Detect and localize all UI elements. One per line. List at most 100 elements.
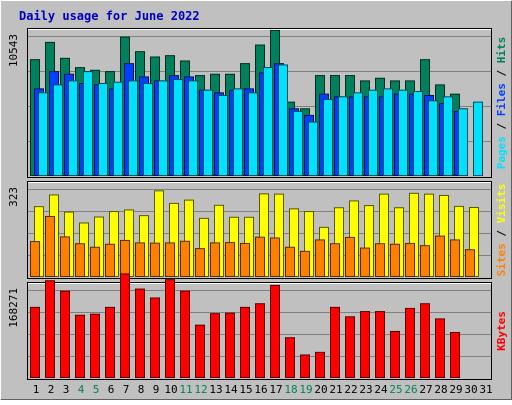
day-label-10: 10: [164, 383, 177, 396]
bar-sites-day-26: [405, 242, 415, 278]
bar-pages-day-13: [218, 94, 228, 176]
bar-pages-day-29: [458, 108, 468, 176]
day-label-16: 16: [254, 383, 267, 396]
bar-kbytes-day-25: [390, 330, 400, 379]
legend-part-5: Hits: [495, 37, 508, 64]
day-label-5: 5: [93, 383, 100, 396]
day-label-12: 12: [194, 383, 207, 396]
bar-sites-day-30: [465, 249, 475, 277]
bar-kbytes-day-23: [360, 311, 370, 378]
day-labels: 1 2 3 4 5 6 7 8 9 10 11 12 13 14 15 16 17 18 19 20 21 22 23 24 2…: [33, 383, 493, 396]
bar-sites-day-24: [375, 243, 385, 278]
legend-part-2: /: [495, 116, 508, 136]
panel-max-label: 323: [7, 187, 20, 207]
day-label-17: 17: [269, 383, 282, 396]
bar-kbytes-day-19: [300, 354, 310, 378]
bar-pages-day-15: [248, 92, 258, 176]
bar-pages-day-5: [98, 83, 108, 176]
panel-legend: Sites / Visits: [495, 184, 508, 277]
bar-pages-day-25: [398, 89, 408, 176]
day-label-14: 14: [224, 383, 238, 396]
bar-sites-day-4: [75, 243, 85, 278]
panel-1: 10543 Pages / Files / Hits: [7, 28, 508, 178]
day-label-1: 1: [33, 383, 40, 396]
legend-part-1: Pages: [495, 136, 508, 169]
bar-sites-day-23: [360, 247, 370, 277]
series-pages: [38, 64, 483, 176]
day-label-9: 9: [153, 383, 160, 396]
day-label-25: 25: [389, 383, 402, 396]
panel-max-label: 10543: [7, 34, 20, 67]
bar-kbytes-day-24: [375, 311, 385, 378]
bar-kbytes-day-22: [345, 316, 355, 378]
day-label-2: 2: [48, 383, 55, 396]
day-label-4: 4: [78, 383, 85, 396]
series-sites: [30, 215, 475, 278]
panel-legend: Pages / Files / Hits: [495, 37, 508, 170]
legend-part-1: KBytes: [495, 311, 508, 351]
chart-title: Daily usage for June 2022: [19, 9, 200, 23]
bar-sites-day-10: [165, 242, 175, 278]
bar-sites-day-12: [195, 248, 205, 277]
bar-pages-day-2: [53, 84, 63, 176]
day-label-20: 20: [314, 383, 327, 396]
bar-sites-day-14: [225, 242, 235, 278]
day-label-27: 27: [419, 383, 432, 396]
bar-pages-day-11: [188, 80, 198, 176]
panel-2: 323 Sites / Visits: [7, 181, 508, 279]
day-label-15: 15: [239, 383, 252, 396]
bar-pages-day-22: [353, 92, 363, 176]
day-label-13: 13: [209, 383, 222, 396]
day-label-7: 7: [123, 383, 130, 396]
bar-kbytes-day-20: [315, 351, 325, 379]
bar-kbytes-day-7: [120, 273, 130, 378]
bar-kbytes-day-18: [285, 337, 295, 378]
bar-sites-day-20: [315, 239, 325, 278]
bar-pages-day-19: [308, 121, 318, 176]
bar-pages-day-28: [443, 96, 453, 176]
bar-sites-day-1: [30, 241, 40, 278]
bar-kbytes-day-17: [270, 284, 280, 379]
bar-pages-day-18: [293, 110, 303, 176]
bar-sites-day-22: [345, 236, 355, 278]
day-label-3: 3: [63, 383, 70, 396]
bar-kbytes-day-4: [75, 314, 85, 379]
bar-pages-day-7: [128, 80, 138, 176]
legend-part-4: /: [495, 63, 508, 83]
bar-sites-day-17: [270, 237, 280, 278]
bar-kbytes-day-8: [135, 288, 145, 378]
bar-pages-day-26: [413, 91, 423, 176]
bar-pages-day-4: [83, 71, 93, 176]
bar-sites-day-16: [255, 236, 265, 278]
bar-pages-day-16: [263, 67, 273, 176]
bar-kbytes-day-27: [420, 303, 430, 379]
bar-pages-day-27: [428, 100, 438, 176]
bar-sites-day-6: [105, 243, 115, 278]
bar-pages-day-23: [368, 89, 378, 176]
bar-pages-day-20: [323, 98, 333, 176]
bar-kbytes-day-15: [240, 306, 250, 379]
legend-part-2: /: [495, 223, 508, 243]
bar-sites-day-5: [90, 246, 100, 277]
bar-pages-day-30: [473, 101, 483, 176]
bar-sites-day-29: [450, 239, 460, 278]
bar-pages-day-21: [338, 96, 348, 176]
bar-pages-day-1: [38, 92, 48, 176]
bar-kbytes-day-3: [60, 290, 70, 379]
bar-kbytes-day-6: [105, 306, 115, 379]
bar-kbytes-day-21: [330, 306, 340, 379]
bar-kbytes-day-13: [210, 313, 220, 378]
panel-3: 168271 KBytes: [7, 273, 508, 380]
bar-sites-day-7: [120, 239, 130, 278]
day-label-22: 22: [344, 383, 357, 396]
bar-kbytes-day-1: [30, 306, 40, 379]
bar-sites-day-3: [60, 236, 70, 278]
series-kbytes: [30, 273, 460, 379]
day-label-30: 30: [464, 383, 477, 396]
day-label-21: 21: [329, 383, 342, 396]
panel-legend: KBytes: [495, 311, 508, 351]
bar-kbytes-day-16: [255, 303, 265, 379]
bar-kbytes-day-14: [225, 312, 235, 379]
